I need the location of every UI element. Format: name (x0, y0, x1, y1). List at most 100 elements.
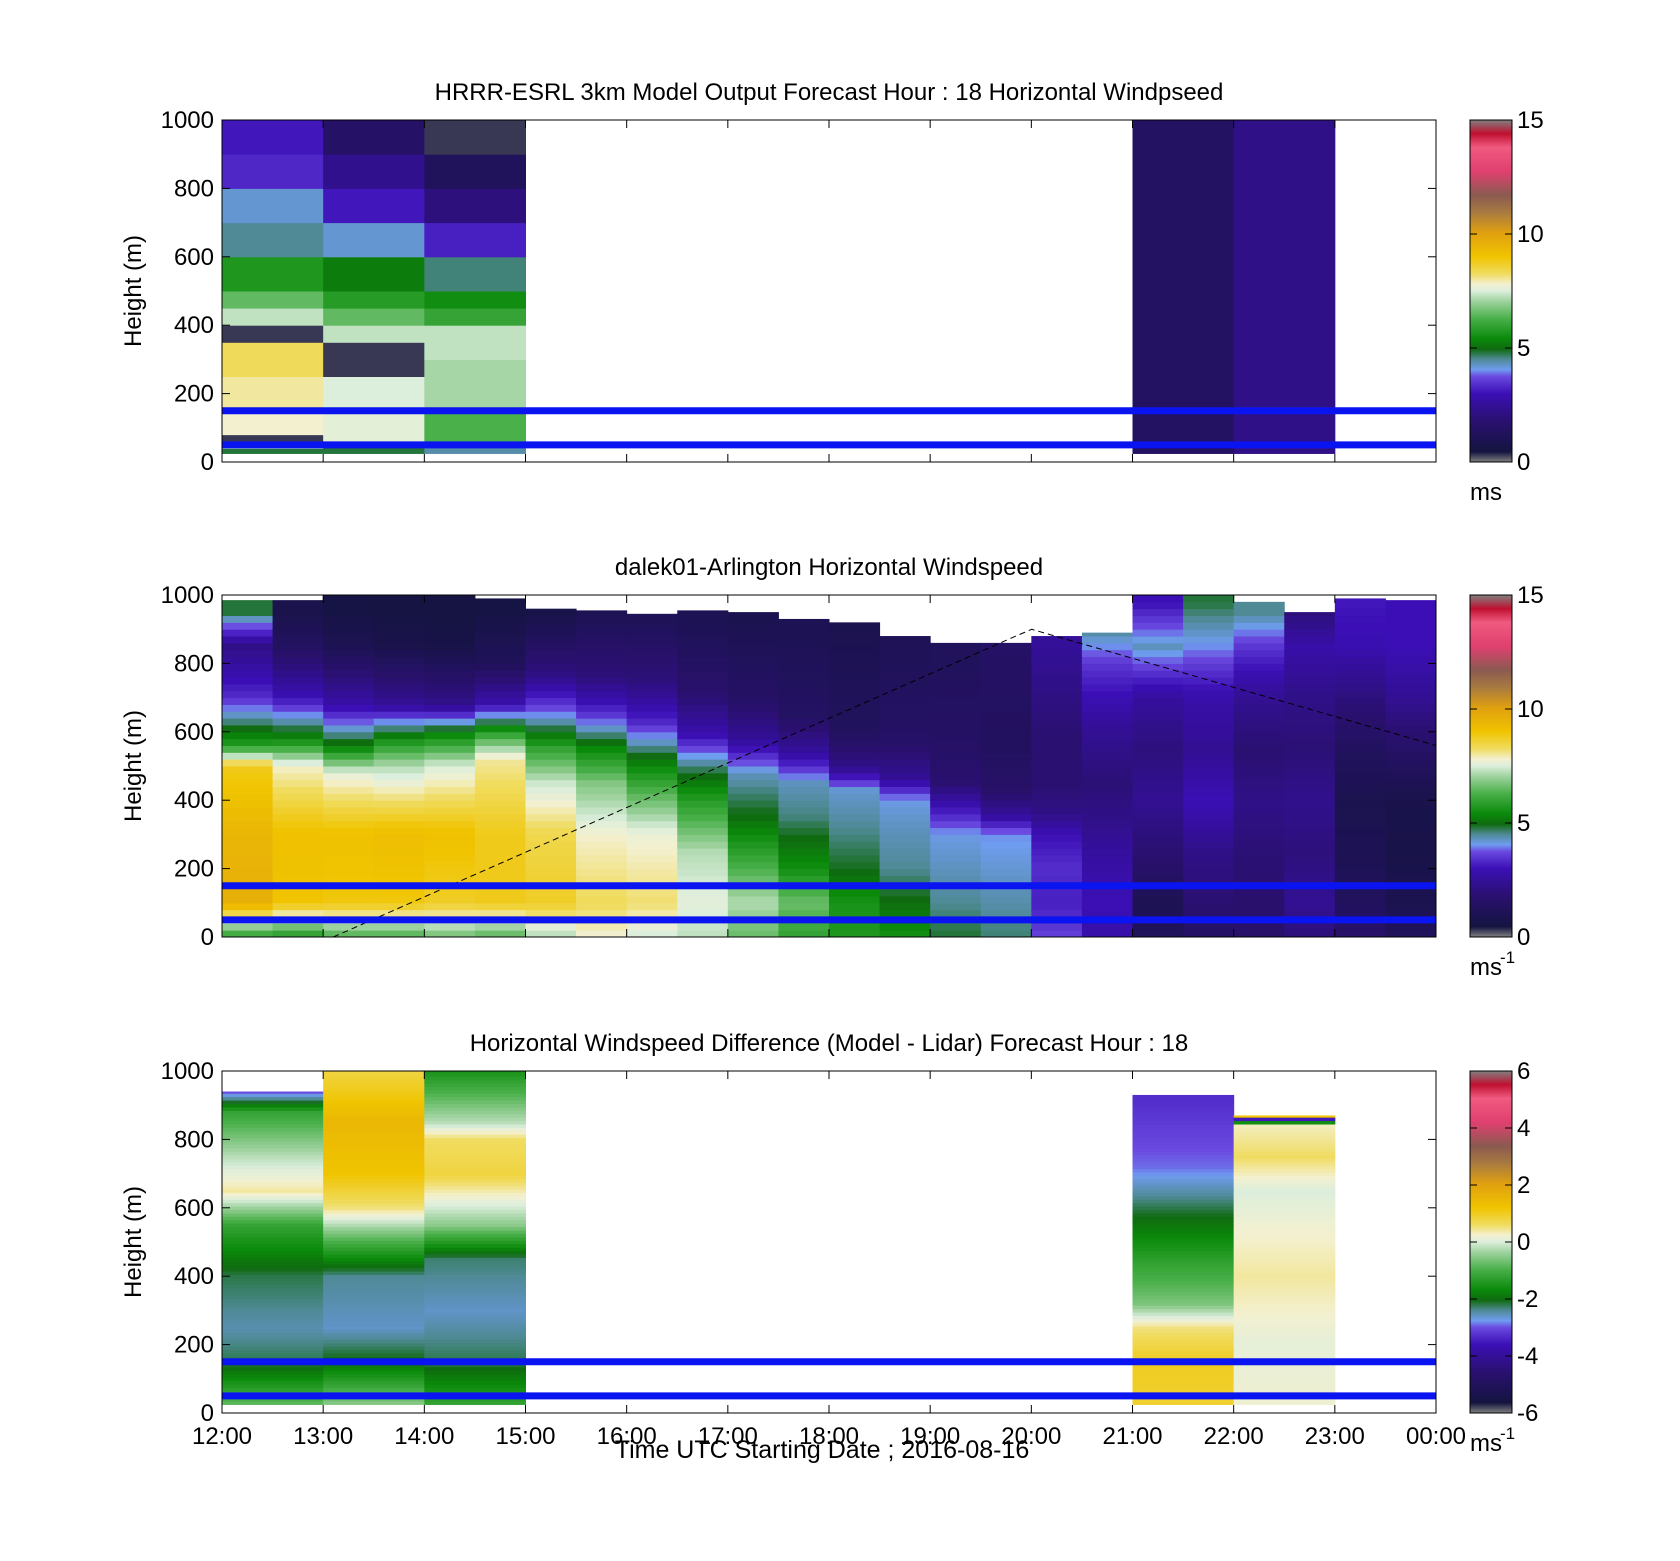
heatmap-cell (576, 841, 628, 849)
heatmap-cell (727, 930, 779, 937)
heatmap-cell (424, 1281, 526, 1286)
heatmap-cell (1183, 800, 1235, 808)
x-tick-label: 17:00 (698, 1423, 758, 1450)
heatmap-cell (778, 909, 830, 917)
heatmap-cell (222, 909, 274, 917)
heatmap-cell (1233, 1366, 1336, 1371)
heatmap-cell (323, 1226, 425, 1231)
heatmap-cell (1233, 622, 1285, 630)
heatmap-cell (727, 670, 779, 678)
heatmap-cell (222, 800, 274, 808)
heatmap-cell (1284, 827, 1336, 835)
heatmap-cell (778, 718, 830, 726)
heatmap-cell (1183, 772, 1235, 781)
heatmap-cell (424, 308, 526, 326)
heatmap-cell (323, 649, 375, 658)
heatmap-cell (222, 434, 324, 442)
heatmap-cell (323, 1353, 425, 1358)
heatmap-cell (474, 622, 526, 630)
heatmap-cell (222, 1325, 324, 1330)
heatmap-cell (576, 656, 628, 664)
heatmap-cell (727, 827, 779, 835)
heatmap-cell (424, 1209, 526, 1214)
heatmap-cell (1132, 1195, 1235, 1200)
heatmap-cell (1233, 1308, 1336, 1313)
heatmap-cell (1334, 800, 1386, 808)
heatmap-cell (1233, 854, 1285, 863)
heatmap-cell (474, 841, 526, 849)
heatmap-cell (323, 1250, 425, 1255)
heatmap-cell (1385, 868, 1436, 876)
colorbar-unit-label: ms (1470, 1430, 1502, 1457)
heatmap-cell (879, 848, 931, 856)
heatmap-cell (1284, 861, 1336, 870)
heatmap-cell (1183, 868, 1235, 876)
heatmap-cell (222, 1175, 324, 1180)
heatmap-cell (677, 807, 729, 815)
heatmap-cell (222, 1144, 324, 1149)
heatmap-cell (323, 1199, 425, 1204)
heatmap-cell (980, 752, 1032, 760)
heatmap-cell (525, 807, 577, 815)
heatmap-cell (576, 889, 628, 897)
heatmap-cell (626, 636, 678, 644)
heatmap-cell (980, 670, 1032, 678)
heatmap-cell (222, 1117, 324, 1122)
heatmap-cell (930, 697, 982, 705)
heatmap-cell (424, 683, 476, 692)
heatmap-cell (1132, 1336, 1235, 1340)
heatmap-cell (879, 656, 931, 664)
heatmap-cell (1334, 889, 1386, 897)
heatmap-cell (323, 1277, 425, 1282)
heatmap-cell (323, 1072, 425, 1077)
heatmap-cell (1081, 834, 1133, 842)
heatmap-cell (626, 649, 678, 658)
heatmap-cell (879, 670, 931, 678)
heatmap-cell (424, 1086, 526, 1091)
heatmap-cell (1132, 1110, 1235, 1115)
y-tick-label: 600 (174, 719, 214, 746)
heatmap-cell (525, 909, 577, 917)
heatmap-cell (1284, 841, 1336, 849)
heatmap-cell (980, 800, 1032, 808)
heatmap-cell (424, 772, 476, 781)
heatmap-cell (222, 786, 274, 794)
heatmap-cell (829, 745, 881, 753)
heatmap-cell (778, 629, 830, 637)
heatmap-cell (677, 909, 729, 917)
heatmap-cell (424, 1298, 526, 1303)
heatmap-cell (626, 875, 678, 883)
heatmap-cell (525, 629, 577, 637)
heatmap-cell (879, 800, 931, 808)
heatmap-cell (424, 848, 476, 856)
heatmap-cell (424, 1288, 526, 1293)
heatmap-cell (222, 1277, 324, 1282)
heatmap-cell (1385, 807, 1436, 815)
heatmap-cell (474, 889, 526, 897)
heatmap-cell (323, 902, 375, 911)
heatmap-cell (1284, 813, 1336, 822)
heatmap-cell (1385, 731, 1436, 740)
heatmap-cell (525, 649, 577, 658)
heatmap-cell (1284, 848, 1336, 856)
heatmap-cell (373, 895, 425, 904)
heatmap-cell (222, 1219, 324, 1224)
heatmap-cell (1132, 1230, 1235, 1234)
heatmap-cell (1183, 670, 1235, 678)
heatmap-cell (1233, 1373, 1336, 1378)
heatmap-cell (323, 779, 375, 788)
heatmap-cell (222, 1260, 324, 1265)
heatmap-cell (323, 1117, 425, 1122)
heatmap-cell (424, 1093, 526, 1098)
heatmap-cell (525, 615, 577, 623)
heatmap-cell (222, 1366, 324, 1371)
heatmap-cell (727, 800, 779, 808)
heatmap-cell (980, 642, 1032, 651)
heatmap-cell (323, 1216, 425, 1221)
heatmap-cell (323, 1096, 425, 1101)
heatmap-cell (879, 820, 931, 829)
heatmap-cell (576, 772, 628, 781)
heatmap-cell (727, 656, 779, 664)
heatmap-cell (1081, 759, 1133, 767)
heatmap-cell (474, 923, 526, 931)
